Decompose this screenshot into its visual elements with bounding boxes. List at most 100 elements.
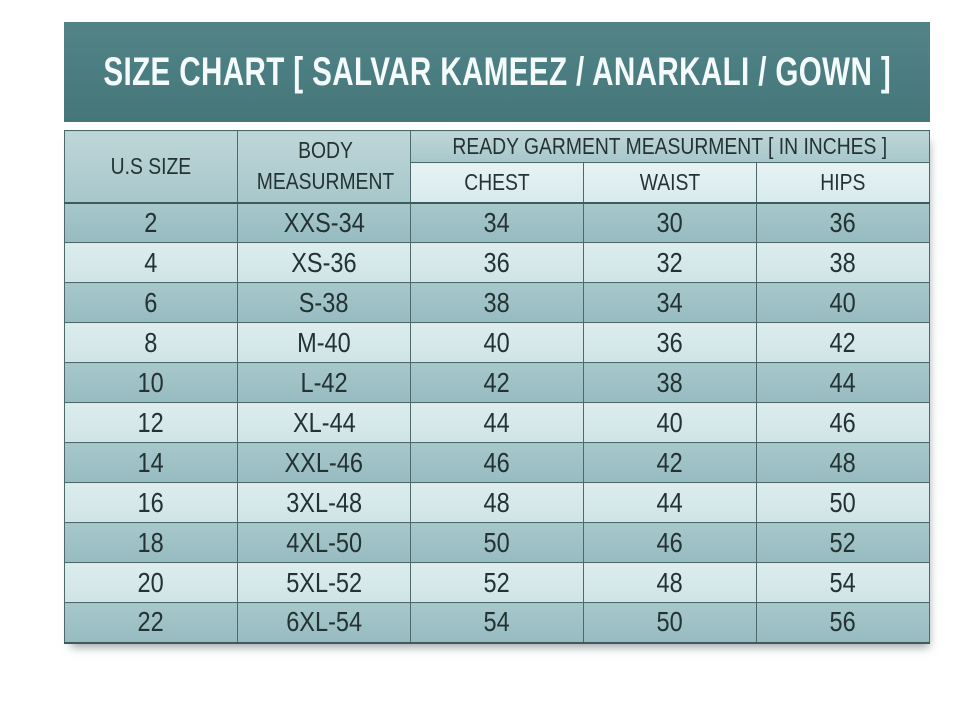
table-row: 10 L-42 42 38 44 [64,362,930,403]
header-hips: HIPS [756,162,930,203]
table-row: 12 XL-44 44 40 46 [64,402,930,443]
cell-hips-value: 38 [829,246,857,278]
cell-us-size: 6 [64,282,238,323]
header-waist-label: WAIST [639,168,701,195]
cell-chest-value: 44 [483,406,511,438]
cell-body-value: M-40 [297,326,351,358]
header-hips-label: HIPS [820,168,866,195]
cell-waist-value: 36 [656,326,684,358]
cell-hips-value: 42 [829,326,857,358]
cell-waist-value: 32 [656,246,684,278]
cell-hips-value: 50 [829,486,857,518]
table-row: 6 S-38 38 34 40 [64,282,930,323]
size-chart-sheet: SIZE CHART [ SALVAR KAMEEZ / ANARKALI / … [64,22,930,644]
cell-hips: 56 [756,602,930,643]
header-body-measurement: BODY MEASURMENT [237,130,411,203]
cell-waist: 32 [583,242,757,283]
cell-us-size-value: 8 [144,326,158,358]
cell-hips: 48 [756,442,930,483]
cell-body: XXS-34 [237,202,411,243]
cell-waist-value: 50 [656,606,684,638]
cell-hips: 36 [756,202,930,243]
header-us-size: U.S SIZE [64,130,238,203]
header-waist: WAIST [583,162,757,203]
cell-hips-value: 46 [829,406,857,438]
cell-us-size-value: 4 [144,246,158,278]
cell-chest: 42 [410,362,584,403]
cell-hips-value: 56 [829,606,857,638]
cell-chest: 44 [410,402,584,443]
cell-waist: 30 [583,202,757,243]
cell-waist-value: 48 [656,566,684,598]
cell-waist-value: 40 [656,406,684,438]
cell-us-size-value: 10 [137,366,165,398]
table-header: U.S SIZE BODY MEASURMENT READY GARMENT M… [64,130,930,203]
cell-chest-value: 36 [483,246,511,278]
table-row: 8 M-40 40 36 42 [64,322,930,363]
cell-body: XS-36 [237,242,411,283]
cell-waist: 38 [583,362,757,403]
cell-body-value: 6XL-54 [286,606,362,638]
cell-body: 5XL-52 [237,562,411,603]
header-us-size-label: U.S SIZE [110,152,192,179]
cell-hips-value: 48 [829,446,857,478]
cell-body-value: L-42 [300,366,348,398]
cell-us-size-value: 22 [137,606,165,638]
table-row: 2 XXS-34 34 30 36 [64,202,930,243]
cell-body-value: XXS-34 [283,206,365,238]
cell-chest: 54 [410,602,584,643]
cell-body: M-40 [237,322,411,363]
cell-us-size: 2 [64,202,238,243]
cell-hips: 52 [756,522,930,563]
cell-waist-value: 42 [656,446,684,478]
table-row: 16 3XL-48 48 44 50 [64,482,930,523]
cell-body-value: 5XL-52 [286,566,362,598]
cell-body-value: XXL-46 [284,446,364,478]
cell-body-value: XS-36 [291,246,357,278]
size-table-body: 2 XXS-34 34 30 36 4 XS-36 36 32 38 6 S-38 38 34 40 8 M-4… [64,202,930,643]
cell-chest-value: 34 [483,206,511,238]
table-row: 14 XXL-46 46 42 48 [64,442,930,483]
cell-us-size-value: 2 [144,206,158,238]
cell-chest: 38 [410,282,584,323]
cell-chest-value: 46 [483,446,511,478]
cell-chest: 36 [410,242,584,283]
size-chart-banner: SIZE CHART [ SALVAR KAMEEZ / ANARKALI / … [64,22,930,122]
cell-hips-value: 52 [829,526,857,558]
cell-chest-value: 48 [483,486,511,518]
cell-waist-value: 46 [656,526,684,558]
cell-body: XL-44 [237,402,411,443]
cell-us-size: 8 [64,322,238,363]
cell-body-value: XL-44 [292,406,356,438]
cell-hips-value: 36 [829,206,857,238]
cell-body-value: 4XL-50 [286,526,362,558]
cell-body-value: 3XL-48 [286,486,362,518]
cell-chest-value: 40 [483,326,511,358]
cell-chest: 40 [410,322,584,363]
header-ready-garment: READY GARMENT MEASURMENT [ IN INCHES ] [410,130,930,163]
cell-waist-value: 44 [656,486,684,518]
cell-waist: 50 [583,602,757,643]
cell-us-size: 12 [64,402,238,443]
cell-us-size: 16 [64,482,238,523]
cell-us-size-value: 20 [137,566,165,598]
size-chart-table: U.S SIZE BODY MEASURMENT READY GARMENT M… [64,130,930,644]
table-row: 20 5XL-52 52 48 54 [64,562,930,603]
cell-body: L-42 [237,362,411,403]
cell-hips: 42 [756,322,930,363]
cell-hips: 54 [756,562,930,603]
cell-chest-value: 42 [483,366,511,398]
cell-us-size: 14 [64,442,238,483]
cell-body: 3XL-48 [237,482,411,523]
table-row: 4 XS-36 36 32 38 [64,242,930,283]
cell-body: S-38 [237,282,411,323]
cell-waist: 40 [583,402,757,443]
cell-waist-value: 38 [656,366,684,398]
table-row: 22 6XL-54 54 50 56 [64,602,930,643]
cell-hips: 44 [756,362,930,403]
cell-waist: 34 [583,282,757,323]
cell-chest: 34 [410,202,584,243]
cell-waist: 46 [583,522,757,563]
cell-chest-value: 52 [483,566,511,598]
cell-chest: 48 [410,482,584,523]
